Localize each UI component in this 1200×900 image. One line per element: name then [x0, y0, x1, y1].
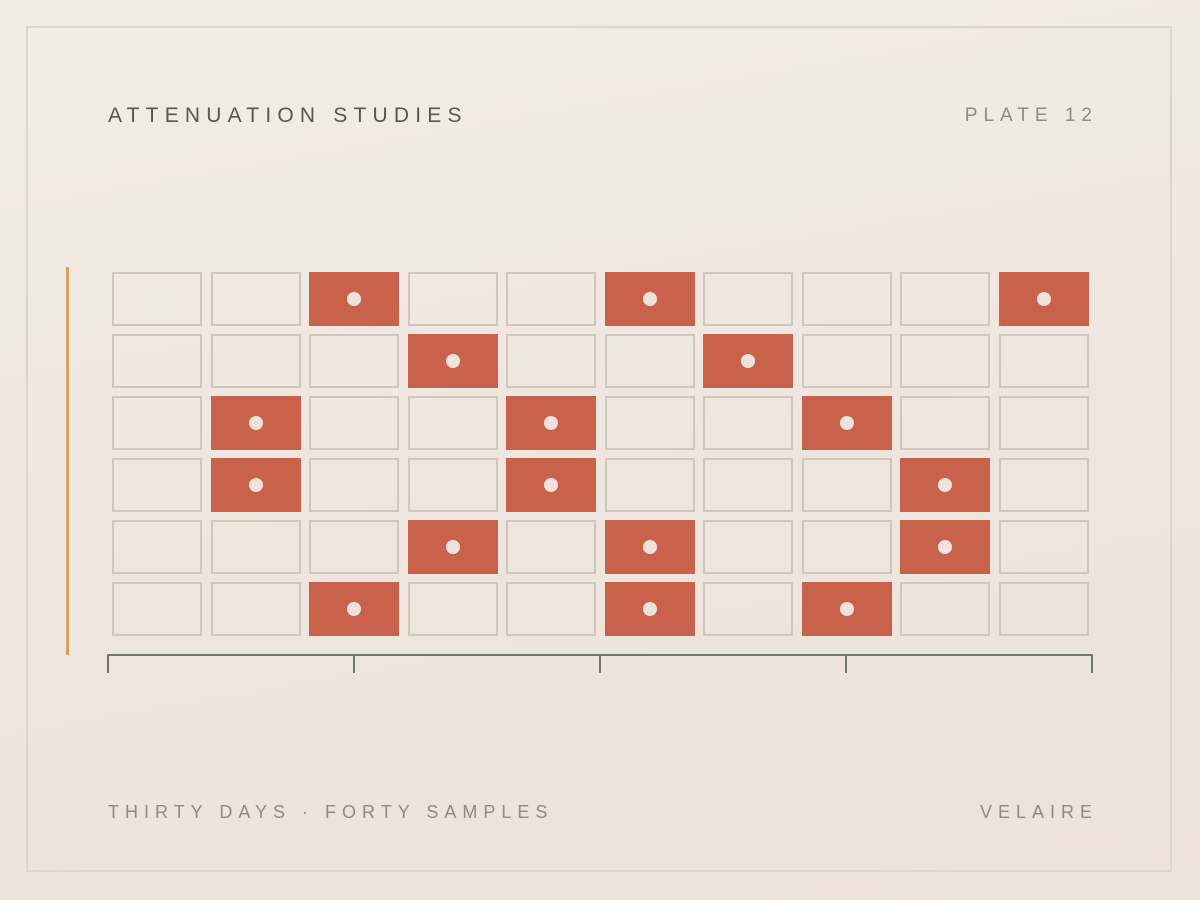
grid-cell-empty: [703, 272, 793, 326]
grid-cell-empty: [703, 582, 793, 636]
grid-cell-empty: [604, 458, 695, 512]
grid-cell-empty: [210, 520, 301, 574]
grid-cell-empty: [506, 272, 596, 326]
grid-cell-empty: [407, 396, 498, 450]
plate-frame: [26, 26, 1172, 872]
accent-bar: [66, 267, 69, 655]
grid-cell-filled: [998, 272, 1089, 326]
grid-cell-filled: [210, 458, 301, 512]
sample-dot: [544, 416, 558, 430]
grid-cell-empty: [407, 272, 498, 326]
grid-cell-empty: [407, 458, 498, 512]
grid-cell-empty: [604, 334, 695, 388]
sample-dot: [445, 354, 460, 368]
grid-cell-filled: [210, 396, 301, 450]
grid-cell-empty: [112, 396, 202, 450]
sample-dot: [839, 416, 854, 430]
grid-cell-filled: [801, 582, 892, 636]
grid-cell-filled: [703, 334, 793, 388]
grid-cell-filled: [604, 582, 695, 636]
grid-cell-empty: [506, 582, 596, 636]
grid-cell-filled: [309, 582, 399, 636]
sample-dot: [938, 540, 952, 554]
grid-cell-empty: [703, 458, 793, 512]
sample-dot: [1036, 292, 1051, 306]
grid-cell-empty: [703, 396, 793, 450]
grid-cell-empty: [998, 458, 1089, 512]
grid-cell-empty: [407, 582, 498, 636]
grid-cell-empty: [998, 582, 1089, 636]
grid-cell-empty: [998, 396, 1089, 450]
grid-cell-filled: [407, 334, 498, 388]
grid-cell-empty: [900, 582, 990, 636]
grid-cell-empty: [309, 458, 399, 512]
grid-cell-empty: [210, 582, 301, 636]
grid-cell-empty: [309, 334, 399, 388]
sample-dot: [839, 602, 854, 616]
grid-cell-filled: [900, 458, 990, 512]
grid-cell-empty: [604, 396, 695, 450]
grid-cell-empty: [900, 396, 990, 450]
grid-cell-filled: [506, 396, 596, 450]
grid-cell-empty: [112, 582, 202, 636]
grid-cell-empty: [506, 520, 596, 574]
sample-dot: [248, 416, 263, 430]
sample-dot: [347, 292, 361, 306]
grid-cell-filled: [801, 396, 892, 450]
plate-number: PLATE 12: [964, 105, 1098, 126]
maker-name: VELAIRE: [979, 802, 1098, 822]
grid-cell-empty: [112, 520, 202, 574]
grid-cell-empty: [309, 520, 399, 574]
plate-subtitle: THIRTY DAYS · FORTY SAMPLES: [108, 802, 554, 822]
plate-title: ATTENUATION STUDIES: [108, 104, 468, 127]
sample-dot: [741, 354, 755, 368]
grid-cell-filled: [604, 520, 695, 574]
grid-cell-empty: [112, 334, 202, 388]
grid-cell-empty: [210, 272, 301, 326]
sample-dot: [642, 540, 657, 554]
sample-dot: [347, 602, 361, 616]
grid-cell-filled: [407, 520, 498, 574]
grid-cell-empty: [112, 272, 202, 326]
grid-cell-empty: [801, 520, 892, 574]
grid-cell-empty: [801, 334, 892, 388]
grid-cell-empty: [801, 458, 892, 512]
sample-dot: [642, 292, 657, 306]
grid-cell-empty: [900, 272, 990, 326]
sample-dot: [248, 478, 263, 492]
sample-dot: [445, 540, 460, 554]
grid-cell-empty: [112, 458, 202, 512]
grid-cell-empty: [998, 520, 1089, 574]
grid-cell-empty: [210, 334, 301, 388]
grid-cell-empty: [309, 396, 399, 450]
grid-cell-empty: [506, 334, 596, 388]
sample-dot: [938, 478, 952, 492]
grid-cell-empty: [998, 334, 1089, 388]
grid-cell-filled: [506, 458, 596, 512]
grid-cell-empty: [900, 334, 990, 388]
sample-dot: [544, 478, 558, 492]
grid-cell-filled: [309, 272, 399, 326]
sample-dot: [642, 602, 657, 616]
grid-cell-empty: [801, 272, 892, 326]
grid-cell-filled: [900, 520, 990, 574]
grid-cell-filled: [604, 272, 695, 326]
grid-cell-empty: [703, 520, 793, 574]
